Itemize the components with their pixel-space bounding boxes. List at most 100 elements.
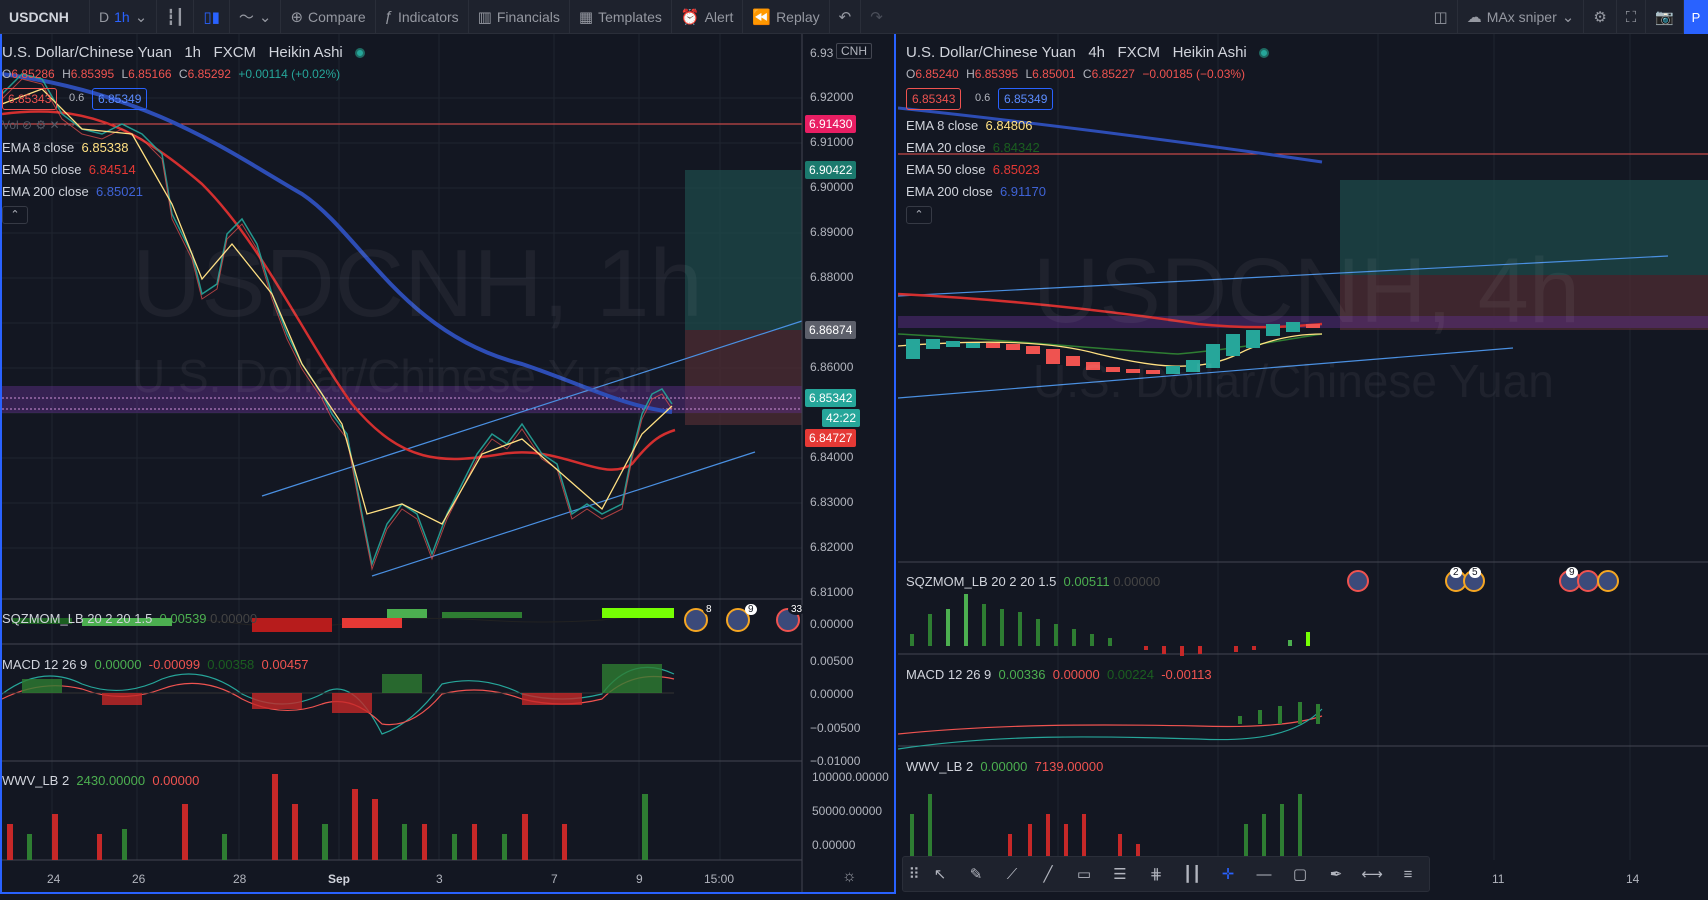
cursor-tool-button[interactable]: ↖ [923,859,957,889]
price-tick: 6.93 [810,46,834,60]
price-tick: 6.91000 [810,135,854,149]
financials-label: Financials [496,8,560,25]
gear-icon: ⚙ [35,118,47,132]
collapse-legend-button[interactable]: ⌃ [2,206,28,224]
horizontal-line-tool-button[interactable]: — [1247,859,1281,889]
candles-icon: ▯▮ [203,8,220,26]
templates-button[interactable]: ▦ Templates [570,0,672,34]
brush-tool-button[interactable]: ✎ [959,859,993,889]
chart-legend-1h[interactable]: U.S. Dollar/Chinese Yuan 1h FXCM Heikin … [2,44,365,61]
event-count-badge[interactable]: 9 [745,604,757,615]
trend-line-icon: ⟋ [1006,865,1018,883]
sell-price-button[interactable]: 6.85343 [2,88,58,110]
axis-settings-icon[interactable]: ☼ [842,868,857,885]
event-count-badge[interactable]: 2 [1450,567,1462,578]
event-count-badge[interactable]: 9 [1566,567,1578,578]
compare-button[interactable]: ⊕ Compare [281,0,376,34]
bars-pattern-tool-button[interactable]: ┃┃ [1175,859,1209,889]
currency-badge[interactable]: CNH [836,43,872,59]
event-count-badge[interactable]: 33 [788,604,806,615]
time-tick: 15:00 [704,872,735,886]
redo-button[interactable]: ↷ [861,0,892,34]
wwv-legend[interactable]: WWV_LB 2 2430.00000 0.00000 [2,773,200,788]
indicators-button[interactable]: ƒ Indicators [376,0,469,34]
event-count-badge[interactable]: 5 [1469,567,1481,578]
entry-price-tag: 6.86874 [805,321,857,339]
settings-button[interactable]: ⚙ [1584,0,1617,34]
chevron-up-icon: ⌃ [10,209,20,221]
financials-button[interactable]: ▥ Financials [469,0,570,34]
sqzmom-legend[interactable]: SQZMOM_LB 20 2 20 1.5 0.00539 0.00000 [2,611,258,626]
sell-price-button[interactable]: 6.85343 [906,88,962,110]
wwv-axis-tick: 100000.00000 [812,770,889,784]
alert-button[interactable]: ⏰ Alert [672,0,744,34]
crosshair-tool-button[interactable]: ✛ [1211,859,1245,889]
horizontal-line-icon: — [1256,865,1272,883]
ema200-legend[interactable]: EMA 200 close 6.91170 [906,184,1046,199]
crosshair-icon: ✛ [1221,866,1235,883]
line-style-button[interactable]: 〜 ⌄ [230,0,282,34]
buy-price-button[interactable]: 6.85349 [998,88,1054,110]
ema50-legend[interactable]: EMA 50 close 6.84514 [2,162,136,177]
layout-name-label: MAx sniper [1486,9,1557,25]
fib-tool-button[interactable]: ☰ [1103,859,1137,889]
trend-line-tool-button[interactable]: ⟋ [995,859,1029,889]
chart-pane-1h[interactable]: USDCNH, 1h U.S. Dollar/Chinese Yuan U.S.… [0,34,896,894]
layout-button[interactable]: ◫ [1425,0,1458,34]
more-tools-button[interactable]: ≡ [1391,859,1425,889]
callout-tool-button[interactable]: ▢ [1283,859,1317,889]
event-count-badge[interactable]: 8 [703,604,715,615]
pitchfork-tool-button[interactable]: ⋕ [1139,859,1173,889]
chart-type-button[interactable]: ▯▮ [194,0,230,34]
layout-name-menu[interactable]: ☁ MAx sniper ⌄ [1458,0,1585,34]
alarm-clock-icon: ⏰ [680,8,700,26]
rewind-icon: ⏪ [752,8,772,26]
symbol-description: U.S. Dollar/Chinese Yuan [906,44,1076,61]
ema50-legend[interactable]: EMA 50 close 6.85023 [906,162,1040,177]
screenshot-button[interactable]: 📷 [1646,0,1684,34]
interval-selector[interactable]: D 1h ⌄ [90,0,158,34]
chart-canvas-4h[interactable] [898,34,1708,894]
sqzmom-legend[interactable]: SQZMOM_LB 20 2 20 1.5 0.00511 0.00000 [906,574,1161,589]
close-icon: ✕ [49,118,60,132]
measure-tool-button[interactable]: ⟷ [1355,859,1389,889]
chart-legend-4h[interactable]: U.S. Dollar/Chinese Yuan 4h FXCM Heikin … [906,44,1269,61]
fullscreen-button[interactable]: ⛶ [1617,0,1647,34]
macd-legend[interactable]: MACD 12 26 9 0.00336 0.00000 0.00224 -0.… [906,667,1212,682]
publish-button[interactable]: P [1684,0,1708,34]
spread-value: 0.6 [975,92,991,104]
market-status-dot [1258,48,1269,59]
speech-bubble-icon: ▢ [1292,866,1308,883]
ema20-legend[interactable]: EMA 20 close 6.84342 [906,140,1040,155]
rectangle-tool-button[interactable]: ▭ [1067,859,1101,889]
ray-tool-button[interactable]: ╱ [1031,859,1065,889]
ohlc-values-4h: O6.85240 H6.85395 L6.85001 C6.85227 −0.0… [906,67,1246,81]
vol-indicator-label[interactable]: Vol ⊘ ⚙ ✕ ⋯ [2,118,75,132]
drag-handle-icon[interactable]: ⠿ [908,866,920,883]
macd-axis-tick: 0.00500 [810,654,854,668]
replay-button[interactable]: ⏪ Replay [743,0,830,34]
price-tick: 6.83000 [810,495,854,509]
price-tick: 6.81000 [810,585,854,599]
ema200-legend[interactable]: EMA 200 close 6.85021 [2,184,143,199]
symbol-watermark: USDCNH, 4h [1033,240,1581,342]
gear-icon: ⚙ [1593,9,1607,26]
time-tick: 26 [132,872,146,886]
redo-icon: ↷ [870,8,883,26]
collapse-legend-button[interactable]: ⌃ [906,206,932,224]
time-tick: 3 [436,872,443,886]
chart-canvas-1h[interactable] [2,34,896,894]
macd-legend[interactable]: MACD 12 26 9 0.00000 -0.00099 0.00358 0.… [2,657,309,672]
range-label: D [99,8,110,25]
time-tick: 14 [1626,872,1640,886]
pen-tool-button[interactable]: ✒ [1319,859,1353,889]
bar-style-button[interactable]: ┇┃ [157,0,195,34]
chart-pane-4h[interactable]: USDCNH, 4h U.S. Dollar/Chinese Yuan U.S.… [898,34,1708,894]
undo-button[interactable]: ↶ [830,0,862,34]
symbol-search[interactable]: USDCNH [0,0,90,34]
ema8-legend[interactable]: EMA 8 close 6.85338 [2,140,129,155]
drawing-toolbar: ⠿ ↖ ✎ ⟋ ╱ ▭ ☰ ⋕ ┃┃ ✛ — ▢ ✒ ⟷ ≡ [902,856,1430,892]
buy-price-button[interactable]: 6.85349 [92,88,148,110]
wwv-legend[interactable]: WWV_LB 2 0.00000 7139.00000 [906,759,1104,774]
ema8-legend[interactable]: EMA 8 close 6.84806 [906,118,1033,133]
